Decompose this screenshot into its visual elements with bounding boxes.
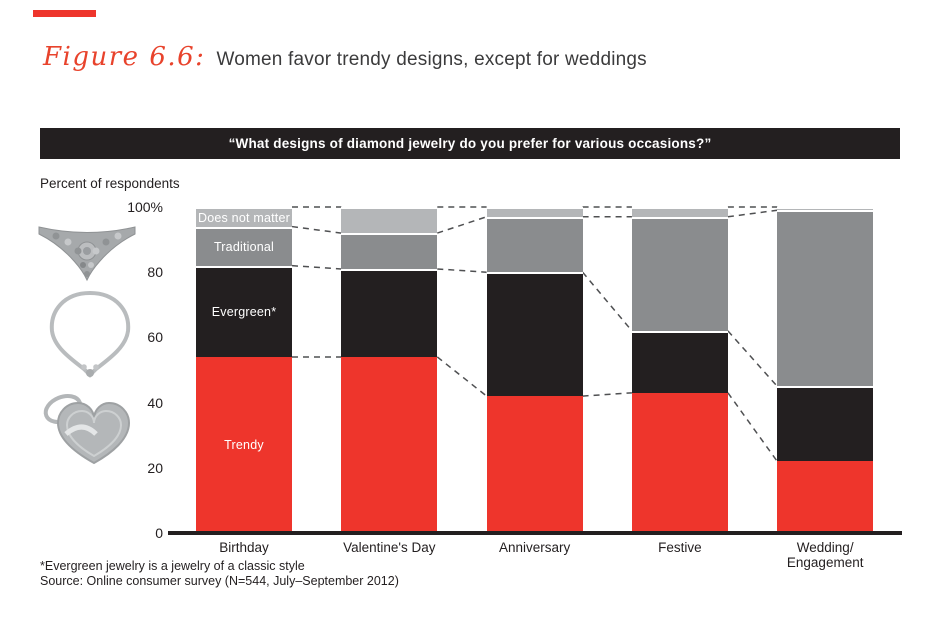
- y-tick-80: 80: [147, 264, 163, 281]
- category-label-festive: Festive: [658, 540, 702, 555]
- bar-segment-festive-traditional: [631, 216, 728, 331]
- red-accent-bar: [33, 10, 96, 17]
- footnote-source: Source: Online consumer survey (N=544, J…: [40, 574, 399, 588]
- bar-segment-festive-trendy: [631, 392, 728, 533]
- x-axis-line: [168, 531, 902, 535]
- bar-segment-valentine-s-day-does-not-matter: [341, 207, 438, 234]
- y-tick-60: 60: [147, 329, 163, 346]
- survey-question-banner: “What designs of diamond jewelry do you …: [40, 128, 900, 159]
- footnote-evergreen: *Evergreen jewelry is a jewelry of a cla…: [40, 559, 305, 573]
- bar-segment-birthday-traditional: Traditional: [196, 226, 292, 266]
- bar-segment-birthday-does-not-matter: Does not matter: [196, 207, 292, 227]
- connector-line: [582, 271, 633, 332]
- series-label-traditional: Traditional: [213, 240, 275, 255]
- bar-segment-wedding-engagement-does-not-matter: [777, 207, 874, 211]
- diamond-pendant-necklace-image: [49, 290, 131, 378]
- y-tick-20: 20: [147, 459, 163, 476]
- y-tick-0: 0: [155, 525, 163, 541]
- series-label-trendy: Trendy: [224, 437, 264, 452]
- connector-line: [437, 216, 487, 234]
- bar-segment-birthday-evergreen: Evergreen*: [196, 265, 292, 357]
- bar-segment-anniversary-does-not-matter: [486, 207, 583, 217]
- connector-line: [727, 330, 778, 387]
- connector-line: [291, 264, 342, 270]
- y-axis-caption: Percent of respondents: [40, 176, 180, 191]
- bar-segment-anniversary-evergreen: [486, 272, 583, 397]
- connector-line: [727, 209, 778, 218]
- y-tick-40: 40: [147, 394, 163, 411]
- bar-segment-anniversary-traditional: [486, 216, 583, 273]
- bar-segment-wedding-engagement-trendy: [777, 461, 874, 533]
- connector-line: [727, 392, 778, 462]
- figure-number-label: Figure 6.6:: [43, 42, 206, 72]
- bar-segment-valentine-s-day-traditional: [341, 233, 438, 269]
- diamond-collar-necklace-image: [38, 226, 136, 282]
- bar-segment-wedding-engagement-traditional: [777, 210, 874, 387]
- survey-question-text: “What designs of diamond jewelry do you …: [228, 136, 712, 151]
- bar-segment-festive-evergreen: [631, 330, 728, 393]
- category-label-birthday: Birthday: [219, 540, 269, 555]
- bar-segment-festive-does-not-matter: [631, 207, 728, 217]
- diamond-heart-pendant-image: [43, 393, 131, 465]
- bar-segment-valentine-s-day-evergreen: [341, 268, 438, 357]
- connector-line: [436, 356, 488, 397]
- connector-line: [291, 225, 342, 234]
- connector-line: [582, 392, 632, 397]
- category-label-wedding-engagement: Wedding/Engagement: [786, 540, 864, 570]
- connector-line: [437, 268, 487, 273]
- bar-segment-anniversary-trendy: [486, 396, 583, 533]
- category-label-valentine-s-day: Valentine's Day: [343, 540, 436, 555]
- category-label-anniversary: Anniversary: [498, 540, 571, 555]
- bar-segment-valentine-s-day-trendy: [341, 356, 438, 533]
- series-label-evergreen: Evergreen*: [211, 305, 277, 320]
- bar-segment-wedding-engagement-evergreen: [777, 386, 874, 462]
- figure-title-text: Women favor trendy designs, except for w…: [216, 49, 647, 70]
- figure-title: Figure 6.6: Women favor trendy designs, …: [43, 42, 647, 72]
- series-label-does-not-matter: Does not matter: [198, 210, 290, 225]
- bar-segment-birthday-trendy: Trendy: [196, 356, 292, 533]
- y-tick-100: 100%: [127, 199, 163, 215]
